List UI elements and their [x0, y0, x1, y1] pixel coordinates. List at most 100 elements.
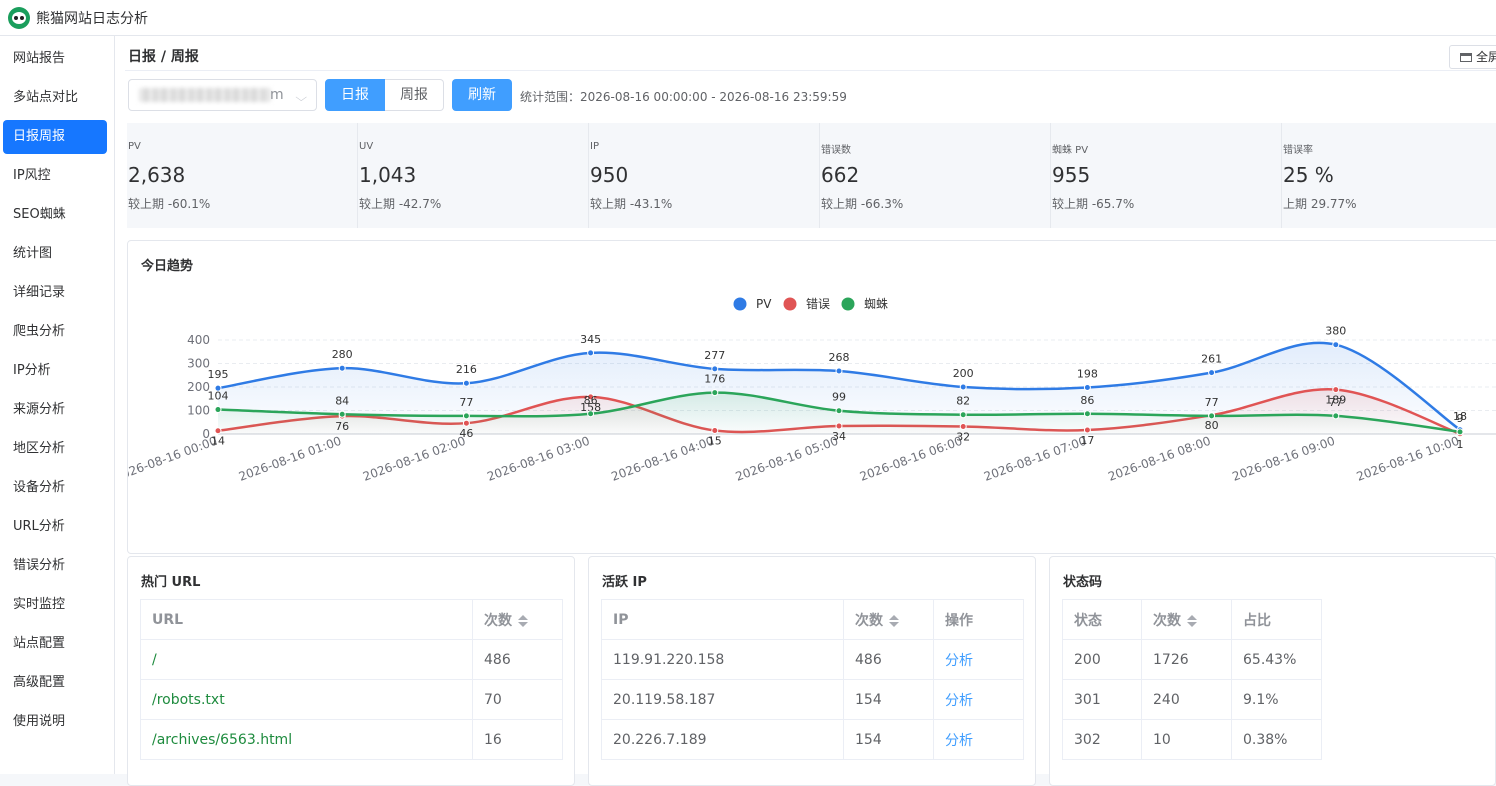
stat-label: 错误率 — [1283, 145, 1313, 156]
column-header-action: 操作 — [933, 599, 1024, 640]
count-cell: 1726 — [1141, 639, 1232, 680]
stat-ip: IP 950 较上期 -43.1% — [589, 123, 820, 228]
table-row: /robots.txt 70 — [140, 679, 563, 720]
weekly-report-button[interactable]: 周报 — [385, 79, 444, 111]
data-point — [462, 419, 470, 427]
sidebar-item[interactable]: 网站报告 — [13, 51, 66, 66]
table-row: 20.119.58.187 154 分析 — [601, 679, 1024, 720]
sidebar-item[interactable]: URL分析 — [13, 519, 65, 534]
data-label: 189 — [1325, 394, 1346, 407]
table-row: /archives/6563.html 16 — [140, 719, 563, 760]
data-point — [1332, 341, 1340, 349]
data-point — [835, 422, 843, 430]
sidebar-item[interactable]: SEO蜘蛛 — [13, 207, 66, 222]
analyze-link[interactable]: 分析 — [933, 679, 1024, 720]
sidebar-item[interactable]: 来源分析 — [13, 402, 66, 417]
stat-label: 蜘蛛 PV — [1052, 145, 1089, 156]
site-select[interactable]: m ⌵ — [128, 79, 317, 111]
count-cell: 10 — [1141, 719, 1232, 760]
sidebar-item[interactable]: IP分析 — [13, 363, 51, 378]
status-cell: 301 — [1062, 679, 1142, 720]
sidebar-item[interactable]: 详细记录 — [13, 285, 66, 300]
data-label: 198 — [1077, 367, 1098, 380]
sidebar-item[interactable]: 多站点对比 — [13, 90, 79, 105]
divider — [125, 70, 1496, 71]
data-label: 34 — [832, 430, 846, 443]
sidebar-item[interactable]: 使用说明 — [13, 714, 66, 729]
fullscreen-icon — [1460, 53, 1472, 62]
table-row: 119.91.220.158 486 分析 — [601, 639, 1024, 680]
sidebar-item[interactable]: 地区分析 — [13, 441, 66, 456]
data-label: 104 — [208, 390, 229, 403]
panda-logo-icon — [8, 6, 30, 29]
stat-compare: 较上期 -66.3% — [821, 197, 904, 211]
stat-errors: 错误数 662 较上期 -66.3% — [820, 123, 1051, 228]
stat-compare: 较上期 -43.1% — [590, 197, 673, 211]
daily-report-button[interactable]: 日报 — [325, 79, 385, 111]
analyze-link[interactable]: 分析 — [933, 719, 1024, 760]
analyze-link[interactable]: 分析 — [933, 639, 1024, 680]
sidebar-item[interactable]: 设备分析 — [13, 480, 66, 495]
data-label: 268 — [829, 351, 850, 364]
app-title: 熊猫网站日志分析 — [36, 10, 148, 27]
url-link[interactable]: /archives/6563.html — [140, 719, 473, 760]
data-label: 200 — [953, 367, 974, 380]
y-tick-label: 300 — [187, 357, 210, 371]
sidebar-item[interactable]: 错误分析 — [13, 558, 66, 573]
stat-pv: PV 2,638 较上期 -60.1% — [127, 123, 358, 228]
data-point — [1456, 428, 1464, 436]
sidebar-item[interactable]: 爬虫分析 — [13, 324, 66, 339]
data-label: 9 — [1457, 412, 1464, 425]
x-tick-label: 2026-08-16 09:00 — [1230, 434, 1336, 484]
hot-url-card: 热门 URL URL 次数 /486 /robots.txt 70 /archiv… — [127, 556, 575, 786]
stat-label: 错误数 — [821, 145, 851, 156]
count-cell: 240 — [1141, 679, 1232, 720]
data-label: 14 — [211, 435, 225, 448]
trend-card: 今日趋势 0 100 200 300 400 2026-08-16 00:00 2026-0… — [127, 240, 1496, 554]
url-link[interactable]: /robots.txt — [140, 679, 473, 720]
data-label: 77 — [1329, 396, 1343, 409]
column-header-url: URL — [140, 599, 473, 640]
data-point — [214, 406, 222, 414]
data-label: 158 — [580, 401, 601, 414]
stats-row: PV 2,638 较上期 -60.1% UV 1,043 较上期 -42.7% … — [127, 123, 1496, 228]
x-tick-label: 2026-08-16 06:00 — [858, 434, 964, 484]
data-point — [1208, 412, 1216, 420]
data-label: 99 — [832, 391, 846, 404]
data-point — [338, 364, 346, 372]
table-row: /486 — [140, 639, 563, 680]
count-cell: 154 — [843, 719, 934, 760]
sort-icon[interactable] — [889, 614, 899, 627]
data-point — [338, 410, 346, 418]
data-point — [959, 411, 967, 419]
sidebar-item[interactable]: 实时监控 — [13, 597, 66, 612]
data-label: 380 — [1325, 325, 1346, 338]
stat-compare: 较上期 -42.7% — [359, 197, 442, 211]
sort-icon[interactable] — [1187, 614, 1197, 627]
sidebar-item[interactable]: 统计图 — [13, 246, 53, 261]
url-link[interactable]: / — [140, 639, 473, 680]
sidebar-item[interactable]: 高级配置 — [13, 675, 66, 690]
data-label: 176 — [704, 373, 725, 386]
column-header-count[interactable]: 次数 — [472, 599, 563, 640]
table-row: 20.226.7.189 154 分析 — [601, 719, 1024, 760]
sidebar-item[interactable]: IP风控 — [13, 168, 51, 183]
data-label: 86 — [584, 394, 598, 407]
data-point — [587, 410, 595, 418]
fullscreen-button[interactable]: 全屏 — [1449, 45, 1496, 69]
count-cell: 486 — [843, 639, 934, 680]
column-header-count[interactable]: 次数 — [1141, 599, 1232, 640]
sidebar-item[interactable]: 站点配置 — [13, 636, 66, 651]
data-label: 216 — [456, 363, 477, 376]
data-point — [711, 389, 719, 397]
table-row: 200 1726 65.43% — [1062, 639, 1322, 680]
ip-cell: 20.226.7.189 — [601, 719, 844, 760]
stat-value: 1,043 — [359, 163, 417, 187]
data-point — [214, 427, 222, 435]
sort-icon[interactable] — [518, 614, 528, 627]
data-point — [1208, 369, 1216, 377]
refresh-button[interactable]: 刷新 — [452, 79, 512, 111]
stat-label: PV — [128, 141, 141, 152]
column-header-count[interactable]: 次数 — [843, 599, 934, 640]
sidebar-item[interactable]: 日报周报 — [3, 120, 107, 154]
